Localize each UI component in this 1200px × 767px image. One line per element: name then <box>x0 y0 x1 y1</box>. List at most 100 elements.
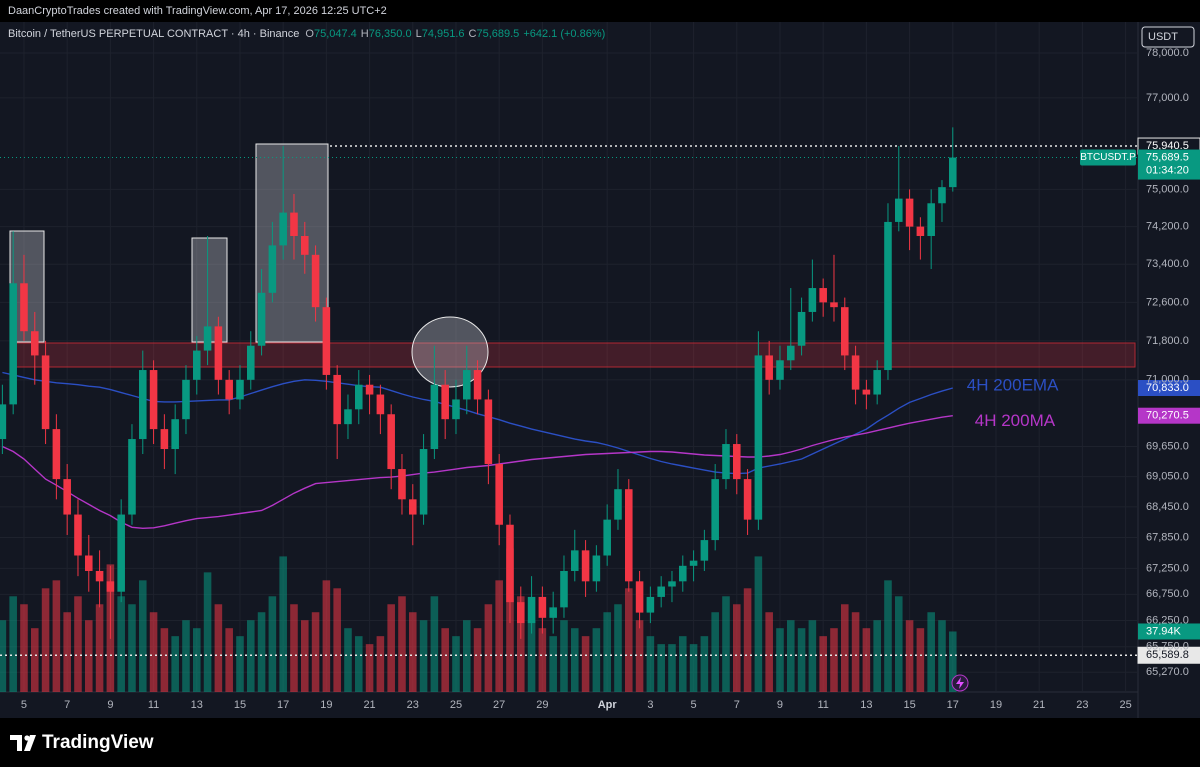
logo-text: TradingView <box>42 732 154 753</box>
candle-body <box>203 326 212 351</box>
volume-bar <box>41 588 50 692</box>
candle-body <box>614 489 622 520</box>
volume-bar <box>603 612 611 692</box>
x-tick-label: 13 <box>860 699 872 711</box>
candle-body <box>786 345 795 361</box>
candle-body <box>311 254 320 308</box>
volume-bar <box>138 580 147 692</box>
volume-bar <box>873 620 881 692</box>
circle <box>411 316 489 388</box>
candle-body <box>106 581 115 592</box>
candle-body <box>646 596 655 613</box>
candle-body <box>754 355 763 520</box>
candle-body <box>538 596 547 618</box>
x-tick-label: 23 <box>407 699 419 711</box>
candle-body <box>495 464 503 525</box>
candle-body <box>603 519 611 556</box>
candle-body <box>873 370 881 395</box>
volume-bar <box>797 628 806 692</box>
x-tick-label: 27 <box>493 699 505 711</box>
volume-bar <box>398 596 406 692</box>
candle-body <box>884 221 892 371</box>
volume-bar <box>484 604 493 692</box>
candle-body <box>732 444 741 480</box>
candle-body <box>376 394 385 415</box>
x-tick-label: 17 <box>277 699 289 711</box>
credit: DaanCryptoTrades created with TradingVie… <box>8 5 387 17</box>
volume-bar <box>916 628 925 692</box>
candle-body <box>387 414 395 470</box>
volume-bar <box>776 628 784 692</box>
logo-mark <box>10 735 36 751</box>
change: +642.1 (+0.86%) <box>523 28 605 40</box>
candles <box>0 127 957 639</box>
volume-bar <box>635 620 644 692</box>
volume-bar <box>257 612 266 692</box>
candle-body <box>430 384 439 450</box>
volume-bar <box>689 644 698 692</box>
ma-line <box>2 415 953 530</box>
x-tick-label: 17 <box>947 699 959 711</box>
x-tick-label: 5 <box>691 699 697 711</box>
candle-body <box>948 157 957 188</box>
price-label: 75,689.5 <box>1146 151 1189 163</box>
volume-bar <box>927 612 935 692</box>
volume-bar <box>646 636 655 692</box>
candle-body <box>236 379 244 400</box>
symbol-tag: BTCUSDT.P <box>1080 152 1136 163</box>
overlay: 4H 200EMA 70,833.0 4H 200MA 70,270.5 75,940.… <box>0 137 1200 664</box>
candle-body <box>74 514 82 556</box>
volume-bar <box>365 644 374 692</box>
volume-bar <box>268 596 277 692</box>
box <box>191 237 228 343</box>
volume-bar <box>182 620 190 692</box>
volume-bar <box>74 596 82 692</box>
ohlc-value: 74,951.6 <box>422 28 465 40</box>
volume <box>0 548 957 692</box>
y-tick-label: 73,400.0 <box>1146 258 1189 270</box>
candle-body <box>398 469 406 500</box>
y-tick-label: 65,750.0 <box>1146 641 1189 653</box>
x-tick-label: Apr <box>598 699 618 711</box>
y-tick-label: 74,200.0 <box>1146 221 1189 233</box>
x-tick-label: 7 <box>734 699 740 711</box>
volume-bar <box>376 636 385 692</box>
ohlc-key: C <box>469 28 477 40</box>
ohlc-value: 75,047.4 <box>314 28 357 40</box>
y-tick-label: 71,800.0 <box>1146 335 1189 347</box>
volume-bar <box>322 580 331 692</box>
volume-bar <box>840 604 849 692</box>
candle-body <box>678 565 687 582</box>
x-tick-label: 19 <box>990 699 1002 711</box>
candle-body <box>300 235 309 255</box>
candle-body <box>570 550 579 571</box>
y-tick-label: 78,000.0 <box>1146 47 1189 59</box>
volume-bar <box>20 604 28 692</box>
volume-bar <box>808 620 817 692</box>
volume-bar <box>95 604 104 692</box>
candle-body <box>182 379 190 420</box>
volume-bar <box>570 628 579 692</box>
volume-bar <box>236 636 244 692</box>
volume-bar <box>203 572 212 692</box>
y-tick-label: 68,450.0 <box>1146 501 1189 513</box>
candle-body <box>268 245 277 293</box>
volume-bar <box>160 628 169 692</box>
candle-body <box>171 419 179 450</box>
symbol-line: Bitcoin / TetherUS PERPETUAL CONTRACT · … <box>8 28 605 40</box>
volume-label: 37.94K <box>1146 625 1182 637</box>
volume-bar <box>225 628 233 692</box>
candle-body <box>743 479 752 520</box>
volume-bar <box>678 636 687 692</box>
volume-bar <box>830 628 838 692</box>
volume-bar <box>430 596 439 692</box>
x-tick-label: 25 <box>1119 699 1131 711</box>
x-tick-label: 9 <box>107 699 113 711</box>
x-tick-label: 9 <box>777 699 783 711</box>
ma-name: 4H 200MA <box>975 411 1056 430</box>
candle-body <box>689 560 698 566</box>
y-tick-label: 67,850.0 <box>1146 531 1189 543</box>
candle-body <box>830 302 838 308</box>
